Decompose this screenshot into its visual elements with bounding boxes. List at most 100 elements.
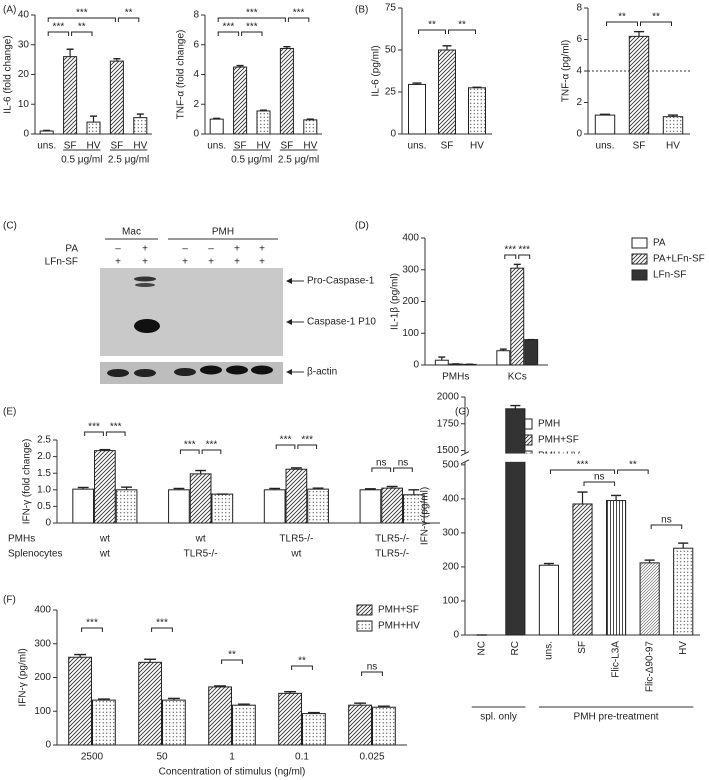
bar [628,35,650,135]
error-bar [513,263,521,269]
significance-label: ** [629,460,637,471]
y-tick-label: 0 [576,129,582,140]
error-bar [74,653,87,658]
y-tick-label: 4 [576,66,582,77]
y-tick-label: 25 [385,87,397,98]
significance-bracket [217,31,240,36]
significance-bracket [617,469,649,474]
axis-break-mark [460,451,470,456]
significance-bracket [361,671,383,676]
error-bar [290,467,302,470]
y-axis-label: IFN-γ (pg/ml) [18,648,29,706]
y-axis-label: TNF-α (fold change) [176,30,187,120]
significance-label: ns [594,472,605,483]
significance-label: ** [298,656,306,667]
error-bar [306,118,314,120]
group-label: spl. only [480,712,517,723]
significance-bracket [151,627,173,632]
error-bar [510,404,521,409]
bar [162,699,186,746]
blot-symbol: + [182,257,188,268]
bar [68,656,92,746]
significance-bracket [448,29,476,34]
legend-label: PMH+HV [378,621,420,632]
bar [109,60,124,135]
error-bar [77,486,89,490]
error-bar [438,356,446,361]
y-tick-label: 0 [193,129,199,140]
significance-bracket [287,17,310,22]
x-tick-label: HV [257,141,271,152]
blot-group-label: Mac [122,227,141,238]
significance-label: *** [156,618,168,629]
bar [233,66,248,135]
bar [594,114,616,135]
x-tick-label: NC [476,641,487,655]
y-tick-label: 75 [385,3,397,14]
y-tick-label: 100 [442,596,459,607]
significance-label: *** [86,618,98,629]
y-tick-label: 1.0 [37,484,51,495]
error-bar [667,114,679,117]
x-tick-label: uns. [408,141,427,152]
error-bar [43,129,51,132]
row-name: Splenocytes [8,549,62,560]
significance-bracket [241,31,263,36]
significance-bracket [81,627,103,632]
error-bar [113,58,121,62]
significance-bracket [650,524,683,529]
significance-bracket [291,665,313,670]
significance-label: ** [428,20,436,31]
significance-bracket [47,17,116,22]
significance-bracket [640,21,672,26]
significance-bracket [71,31,93,36]
bar [72,488,95,524]
x-tick-label: SF [577,641,588,654]
bar [86,121,101,135]
x-tick-label: SF [281,141,294,152]
error-bar [543,562,554,566]
y-tick-label: 500 [442,459,459,470]
blot-symbol: + [234,244,240,255]
x-tick-label: SF [64,141,77,152]
legend-swatch [631,269,648,281]
error-bar [312,487,324,490]
bar [673,547,694,636]
group-label: 0.5 μg/ml [61,155,102,166]
blot-symbol: + [259,244,265,255]
significance-bracket [179,449,200,454]
y-tick-label: 8 [576,3,582,14]
significance-label: *** [301,435,313,446]
x-tick-label: HV [678,641,689,655]
marker-label: Pro-Caspase-1 [307,276,375,287]
significance-label: *** [518,245,530,256]
bar [538,564,559,636]
error-bar [97,698,110,701]
legend-swatch [356,620,373,632]
y-tick-label: 0 [45,740,51,751]
blot-row-name: LFn-SF [45,257,78,268]
blot-group-label: PMH [212,227,234,238]
significance-bracket [47,31,70,36]
x-tick-label: Flic-L3A [611,641,622,678]
bar [372,706,396,746]
bar [505,408,526,636]
significance-bracket [117,17,140,22]
blot-symbol: – [182,244,188,255]
error-bar [354,702,367,706]
significance-label: *** [246,22,258,33]
error-bar [66,48,74,57]
x-tick-label: PMHs [442,372,469,383]
y-tick-label: 0 [390,129,396,140]
significance-label: *** [53,22,65,33]
panel-label: (G) [455,407,469,418]
significance-bracket [583,481,616,486]
significance-label: *** [280,435,292,446]
y-axis-label: IFN-γ (fold change) [22,439,33,525]
x-tick-label: SF [633,141,646,152]
significance-bracket [84,431,104,436]
significance-bracket [275,444,296,449]
y-tick-label: 2000 [437,392,460,403]
y-tick-label: 200 [442,562,459,573]
